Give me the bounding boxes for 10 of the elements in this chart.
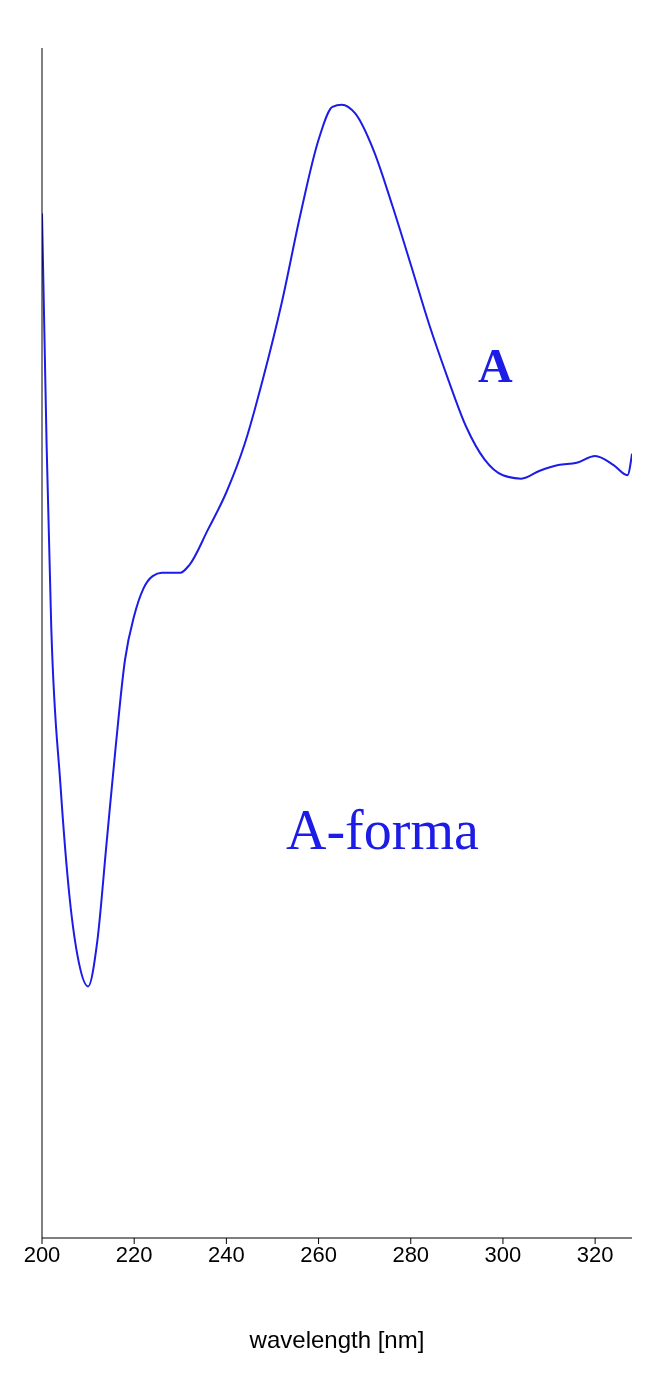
x-axis-title: wavelength [nm] [248,1326,425,1353]
x-tick-label: 220 [115,1241,153,1267]
x-tick-label: 260 [300,1241,337,1267]
annotation: A [478,338,513,393]
x-tick-label: 280 [392,1241,430,1267]
x-tick-label: 240 [208,1241,245,1267]
x-tick-label: 300 [484,1241,522,1267]
annotation: A-forma [286,798,479,862]
x-tick-label: 320 [576,1241,614,1267]
x-tick-label: 200 [23,1241,61,1267]
